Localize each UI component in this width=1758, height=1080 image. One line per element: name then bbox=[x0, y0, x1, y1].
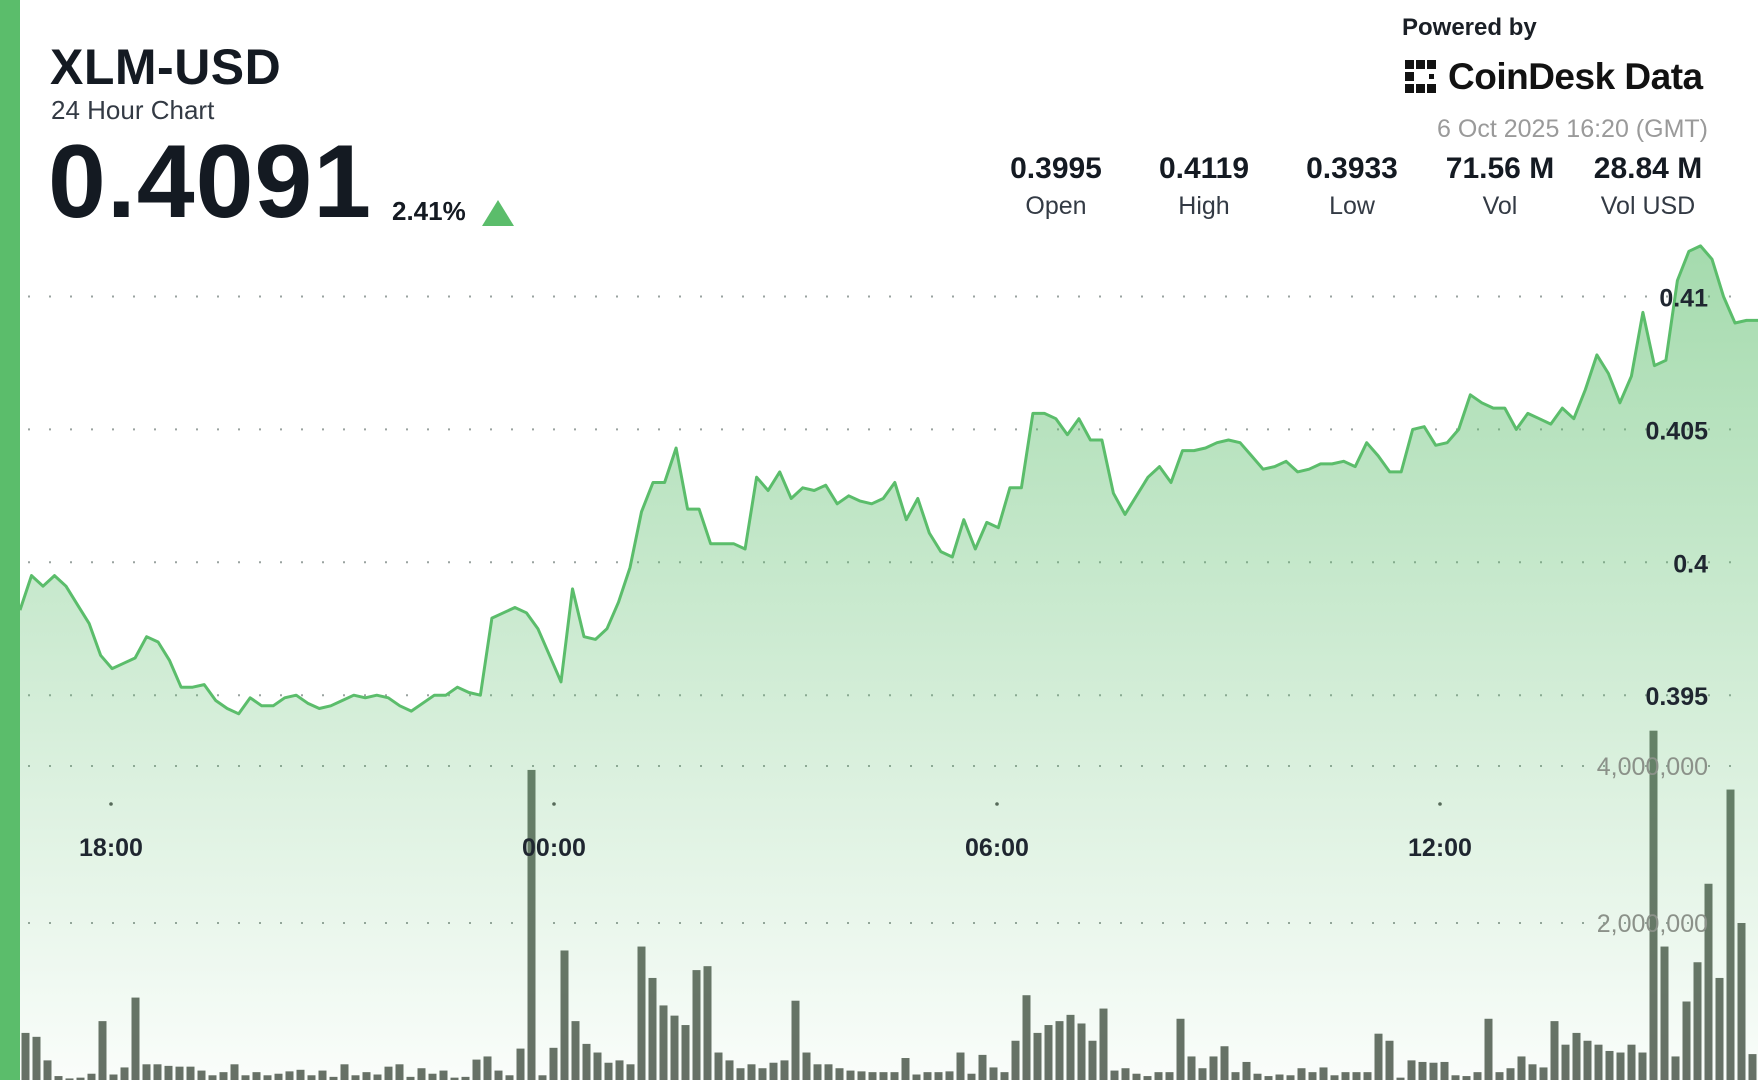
x-tick-label: 18:00 bbox=[79, 834, 143, 862]
y-tick-label: 0.405 bbox=[1645, 417, 1708, 445]
stat-value: 71.56 M bbox=[1445, 152, 1555, 185]
stat-low: 0.3933 Low bbox=[1278, 152, 1426, 221]
price-change: 2.41% bbox=[392, 196, 466, 226]
stat-value: 0.3995 bbox=[1010, 152, 1102, 185]
stat-vol: 71.56 M Vol bbox=[1426, 152, 1574, 221]
stat-label: High bbox=[1178, 192, 1230, 220]
price-area bbox=[20, 245, 1758, 1080]
powered-by-label: Powered by bbox=[1402, 14, 1537, 41]
stats-bar: 0.3995 Open 0.4119 High 0.3933 Low 71.56… bbox=[982, 152, 1722, 221]
volume-tick-label: 2,000,000 bbox=[1597, 910, 1708, 938]
y-tick-label: 0.41 bbox=[1659, 284, 1708, 312]
price-line bbox=[18, 244, 1758, 716]
x-tick-label: 06:00 bbox=[965, 834, 1029, 862]
stat-value: 28.84 M bbox=[1593, 152, 1703, 185]
coindesk-logo-icon bbox=[1405, 60, 1436, 93]
brand-name: CoinDesk Data bbox=[1448, 56, 1703, 97]
ticker-symbol: XLM-USD bbox=[50, 39, 282, 95]
triangle-up-icon bbox=[482, 200, 514, 226]
x-tick-label: 12:00 bbox=[1408, 834, 1472, 862]
stat-label: Open bbox=[1025, 192, 1087, 220]
stat-high: 0.4119 High bbox=[1130, 152, 1278, 221]
x-tick-label: 00:00 bbox=[522, 834, 586, 862]
timestamp: 6 Oct 2025 16:20 (GMT) bbox=[1437, 115, 1708, 143]
accent-bar bbox=[0, 0, 20, 1080]
y-tick-label: 0.4 bbox=[1673, 550, 1708, 578]
stat-label: Vol bbox=[1482, 192, 1518, 220]
stat-value: 0.3933 bbox=[1306, 152, 1398, 185]
stat-vol-usd: 28.84 M Vol USD bbox=[1574, 152, 1722, 221]
stat-label: Low bbox=[1329, 192, 1375, 220]
brand: CoinDesk Data bbox=[1402, 56, 1703, 98]
chart-subtitle: 24 Hour Chart bbox=[51, 95, 215, 125]
volume-tick-label: 4,000,000 bbox=[1597, 753, 1708, 781]
stat-open: 0.3995 Open bbox=[982, 152, 1130, 221]
stat-label: Vol USD bbox=[1600, 192, 1696, 220]
y-tick-label: 0.395 bbox=[1645, 683, 1708, 711]
current-price: 0.4091 bbox=[48, 124, 373, 240]
stat-value: 0.4119 bbox=[1158, 152, 1250, 185]
